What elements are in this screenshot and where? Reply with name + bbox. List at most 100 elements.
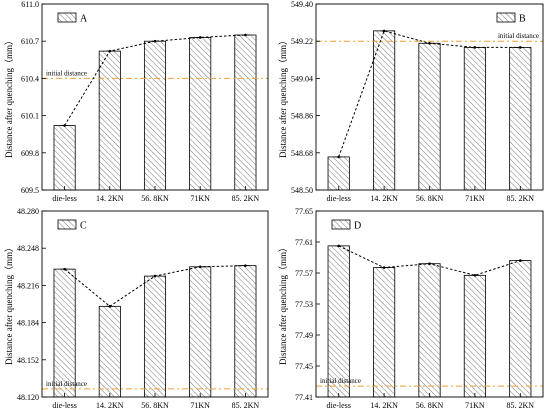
initial-distance-label: initial distance bbox=[46, 69, 87, 77]
y-tick-label: 77.49 bbox=[295, 331, 313, 340]
trend-line bbox=[64, 34, 246, 126]
y-tick-label: 77.57 bbox=[295, 269, 313, 278]
x-tick-label: 56. 8KN bbox=[416, 194, 444, 203]
bar bbox=[189, 37, 212, 191]
x-tick-label: 71KN bbox=[190, 401, 210, 410]
x-tick-label: 56. 8KN bbox=[416, 401, 444, 410]
bar bbox=[234, 265, 257, 398]
legend-label: A bbox=[80, 14, 88, 25]
x-tick-label: die-less bbox=[52, 401, 76, 410]
initial-distance-label: initial distance bbox=[320, 377, 361, 385]
data-point bbox=[244, 33, 247, 37]
y-axis-label: Distance after quenching（mm） bbox=[4, 36, 14, 158]
x-tick-label: 56. 8KN bbox=[141, 401, 169, 410]
y-tick-label: 609.8 bbox=[21, 149, 39, 158]
bar bbox=[53, 125, 76, 191]
x-tick-label: 71KN bbox=[465, 401, 485, 410]
y-tick-label: 48.216 bbox=[17, 281, 39, 290]
x-tick-label: die-less bbox=[326, 194, 350, 203]
x-tick-label: 14. 2KN bbox=[96, 194, 124, 203]
legend-label: C bbox=[80, 221, 87, 232]
y-axis-label: Distance after quenching（mm） bbox=[4, 243, 14, 365]
y-tick-label: 77.65 bbox=[295, 207, 313, 216]
bar bbox=[418, 42, 441, 191]
bar bbox=[53, 268, 76, 398]
y-tick-label: 548.68 bbox=[291, 149, 313, 158]
x-tick-label: 85. 2KN bbox=[507, 401, 535, 410]
data-point bbox=[428, 262, 431, 266]
y-tick-label: 48.248 bbox=[17, 244, 39, 253]
y-tick-label: 549.40 bbox=[291, 0, 313, 9]
x-tick-label: 85. 2KN bbox=[232, 401, 260, 410]
x-tick-label: 71KN bbox=[465, 194, 485, 203]
legend-swatch bbox=[331, 219, 351, 230]
data-point bbox=[198, 265, 202, 269]
data-point bbox=[337, 155, 341, 159]
bar bbox=[327, 156, 350, 191]
x-tick-label: 85. 2KN bbox=[507, 194, 535, 203]
data-point bbox=[519, 259, 522, 262]
data-point bbox=[519, 46, 522, 49]
x-tick-label: 14. 2KN bbox=[96, 401, 124, 410]
legend-swatch bbox=[57, 12, 77, 23]
y-tick-label: 548.50 bbox=[291, 186, 313, 195]
y-tick-label: 609.5 bbox=[21, 186, 39, 195]
x-tick-label: 85. 2KN bbox=[232, 194, 260, 203]
y-tick-label: 77.61 bbox=[295, 238, 313, 247]
data-point bbox=[108, 305, 112, 308]
bar bbox=[463, 47, 486, 191]
chart-panel-a: initial distance 609.5 609.8 610.1 610.4 610.… bbox=[4, 0, 269, 203]
y-tick-label: 610.1 bbox=[21, 112, 39, 121]
y-axis-label: Distance after quenching（mm） bbox=[278, 36, 288, 158]
y-tick-label: 77.45 bbox=[295, 362, 313, 371]
data-point bbox=[244, 264, 247, 267]
bar bbox=[234, 34, 257, 191]
chart-panel-d: initial distance 77.41 77.45 77.49 77.53 77.5… bbox=[278, 207, 544, 410]
data-point bbox=[473, 46, 477, 49]
data-point bbox=[382, 266, 386, 269]
y-axis-label: Distance after quenching（mm） bbox=[278, 243, 288, 365]
bar bbox=[509, 260, 532, 398]
bar bbox=[143, 275, 167, 398]
y-tick-label: 611.0 bbox=[21, 0, 39, 9]
data-point bbox=[153, 39, 157, 43]
y-tick-label: 610.7 bbox=[21, 37, 39, 46]
x-tick-label: die-less bbox=[326, 401, 350, 410]
y-tick-label: 549.22 bbox=[291, 37, 313, 46]
y-tick-label: 48.152 bbox=[17, 356, 39, 365]
data-point bbox=[108, 49, 112, 53]
x-tick-label: 71KN bbox=[190, 194, 210, 203]
y-tick-label: 48.120 bbox=[17, 393, 39, 402]
bar bbox=[143, 40, 167, 191]
legend-swatch bbox=[57, 219, 77, 230]
bar bbox=[418, 263, 441, 398]
bar bbox=[327, 245, 350, 398]
data-point bbox=[382, 29, 386, 33]
y-tick-label: 48.280 bbox=[17, 207, 39, 216]
legend-label: B bbox=[519, 14, 526, 25]
bar bbox=[189, 266, 212, 398]
y-tick-label: 48.184 bbox=[17, 319, 39, 328]
y-tick-label: 77.53 bbox=[295, 300, 313, 309]
bar bbox=[373, 30, 396, 191]
x-tick-label: 14. 2KN bbox=[370, 194, 398, 203]
x-tick-label: 56. 8KN bbox=[141, 194, 169, 203]
data-point bbox=[63, 267, 66, 271]
data-point bbox=[198, 36, 202, 39]
chart-panel-b: initial distance 548.50 548.68 548.86 549.04… bbox=[278, 0, 544, 203]
bar bbox=[509, 47, 532, 191]
bar bbox=[463, 274, 486, 398]
initial-distance-label: initial distance bbox=[498, 32, 539, 40]
y-tick-label: 77.41 bbox=[295, 393, 313, 402]
legend-swatch bbox=[496, 12, 516, 23]
data-point bbox=[337, 244, 341, 248]
x-tick-label: die-less bbox=[52, 194, 76, 203]
bar bbox=[98, 50, 121, 191]
data-point bbox=[63, 124, 66, 127]
y-tick-label: 610.4 bbox=[21, 74, 39, 83]
initial-distance-label: initial distance bbox=[46, 380, 87, 388]
bar bbox=[98, 305, 121, 398]
chart-panel-c: initial distance 48.120 48.152 48.184 48.216… bbox=[4, 207, 269, 410]
data-point bbox=[428, 41, 431, 45]
